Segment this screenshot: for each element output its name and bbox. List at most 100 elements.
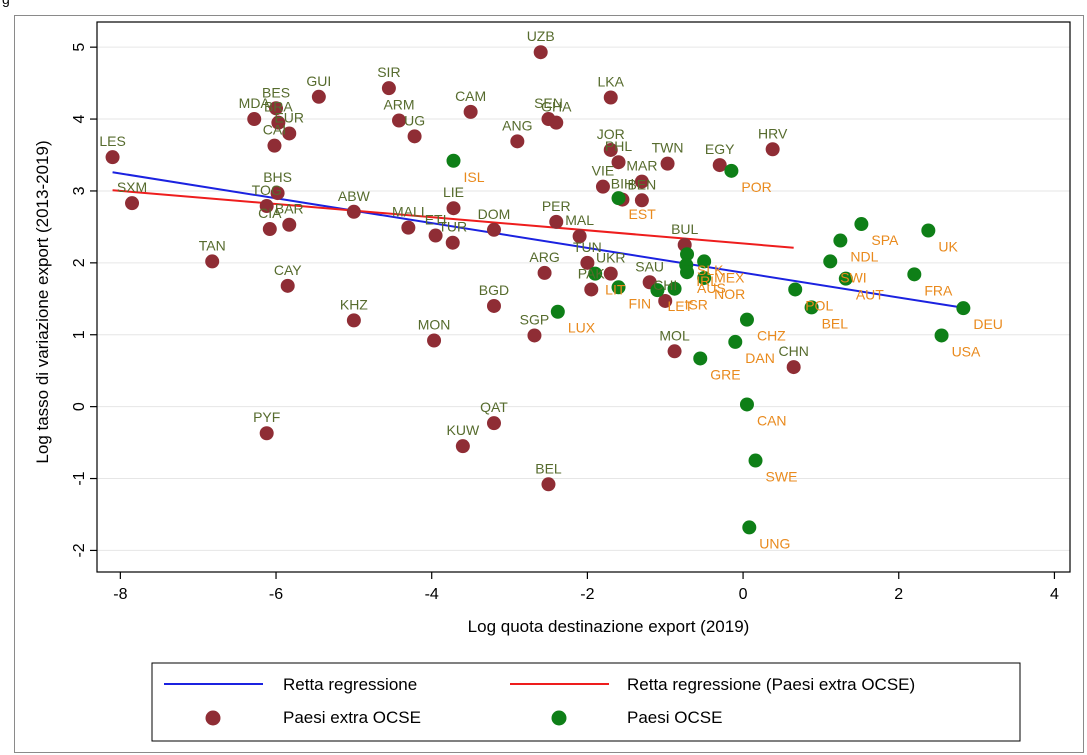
data-point bbox=[533, 45, 548, 60]
point-label: TUN bbox=[573, 239, 602, 255]
data-point bbox=[833, 233, 848, 248]
point-label: AUS bbox=[697, 280, 726, 296]
point-label: SPA bbox=[871, 232, 899, 248]
data-point bbox=[445, 235, 460, 250]
legend-label-non-oecd: Paesi extra OCSE bbox=[283, 708, 421, 727]
data-point bbox=[262, 222, 277, 237]
point-label: KHZ bbox=[340, 296, 368, 312]
point-label: CHI bbox=[653, 277, 677, 293]
figure-caption: g bbox=[2, 0, 10, 7]
point-label: JOR bbox=[597, 126, 625, 142]
data-point bbox=[463, 104, 478, 119]
point-label: PHL bbox=[605, 138, 632, 154]
data-point bbox=[697, 270, 712, 285]
point-label: FRA bbox=[924, 282, 953, 298]
point-label: EGY bbox=[705, 141, 735, 157]
point-label: CAM bbox=[455, 88, 486, 104]
data-point bbox=[572, 229, 587, 244]
data-point bbox=[728, 334, 743, 349]
x-tick-label: -2 bbox=[580, 586, 594, 603]
data-point bbox=[658, 293, 673, 308]
y-tick-label: 1 bbox=[71, 330, 88, 339]
point-label: ABW bbox=[338, 188, 371, 204]
point-label: SLK bbox=[697, 262, 724, 278]
data-point bbox=[269, 101, 284, 116]
data-point bbox=[105, 150, 120, 165]
point-label: GUI bbox=[306, 73, 331, 89]
point-label: BEN bbox=[627, 176, 656, 192]
chart-frame bbox=[14, 15, 1084, 753]
data-point bbox=[401, 220, 416, 235]
point-label: PAK bbox=[578, 265, 606, 281]
data-point bbox=[541, 477, 556, 492]
x-tick-label: -8 bbox=[113, 586, 127, 603]
data-point bbox=[527, 328, 542, 343]
point-label: CAN bbox=[757, 412, 787, 428]
point-label: ARG bbox=[529, 249, 559, 265]
data-point bbox=[446, 201, 461, 216]
legend-marker-oecd bbox=[551, 710, 567, 726]
regression-line bbox=[112, 171, 962, 309]
data-point bbox=[270, 186, 285, 201]
point-label: GRE bbox=[710, 366, 740, 382]
point-label: PER bbox=[542, 198, 571, 214]
point-label: BGD bbox=[479, 282, 509, 298]
point-label: UNG bbox=[759, 535, 790, 551]
point-label: TWN bbox=[652, 140, 684, 156]
data-point bbox=[739, 397, 754, 412]
data-point bbox=[282, 126, 297, 141]
data-point bbox=[271, 115, 286, 130]
data-point bbox=[611, 191, 626, 206]
y-tick-label: 5 bbox=[71, 43, 88, 52]
point-label: EUR bbox=[274, 109, 304, 125]
point-label: DEU bbox=[973, 316, 1003, 332]
point-label: CHZ bbox=[757, 328, 786, 344]
data-point bbox=[446, 153, 461, 168]
point-label: MEX bbox=[714, 269, 745, 285]
point-label: DOM bbox=[478, 206, 511, 222]
point-label: ISL bbox=[464, 169, 485, 185]
point-label: SGP bbox=[520, 311, 550, 327]
data-point bbox=[934, 328, 949, 343]
point-label: MON bbox=[418, 316, 451, 332]
data-point bbox=[667, 281, 682, 296]
point-label: EST bbox=[629, 206, 657, 222]
data-point bbox=[748, 453, 763, 468]
data-point bbox=[854, 217, 869, 232]
data-point bbox=[595, 179, 610, 194]
point-label: LIE bbox=[443, 184, 464, 200]
y-tick-label: 4 bbox=[71, 115, 88, 124]
data-points bbox=[105, 45, 971, 535]
point-label: UG bbox=[404, 112, 425, 128]
point-label: ETI bbox=[425, 212, 447, 228]
data-point bbox=[660, 156, 675, 171]
data-point bbox=[311, 89, 326, 104]
point-label: BEL bbox=[535, 460, 562, 476]
point-label: BAR bbox=[275, 201, 304, 217]
point-label: LES bbox=[99, 133, 125, 149]
data-point bbox=[724, 163, 739, 178]
point-label: UKR bbox=[596, 250, 626, 266]
point-label: LKA bbox=[598, 73, 625, 89]
point-label: MALI bbox=[392, 204, 425, 220]
point-label: UK bbox=[938, 238, 958, 254]
point-label: QAT bbox=[480, 399, 508, 415]
regression-line bbox=[112, 189, 794, 249]
point-label: PYF bbox=[253, 409, 280, 425]
data-point bbox=[765, 142, 780, 157]
data-point bbox=[346, 313, 361, 328]
point-label: CAI bbox=[263, 122, 286, 138]
point-label: NDL bbox=[850, 249, 878, 265]
data-point bbox=[693, 351, 708, 366]
point-label: LUX bbox=[568, 320, 596, 336]
point-label: MAL bbox=[565, 212, 594, 228]
point-label: BRA bbox=[264, 99, 293, 115]
data-point bbox=[407, 129, 422, 144]
data-point bbox=[549, 214, 564, 229]
data-point bbox=[259, 199, 274, 214]
legend-label-regression: Retta regressione bbox=[283, 675, 417, 694]
data-point bbox=[549, 115, 564, 130]
point-label: IRL bbox=[696, 273, 718, 289]
point-label: DAN bbox=[745, 350, 775, 366]
point-label: ANG bbox=[502, 117, 532, 133]
